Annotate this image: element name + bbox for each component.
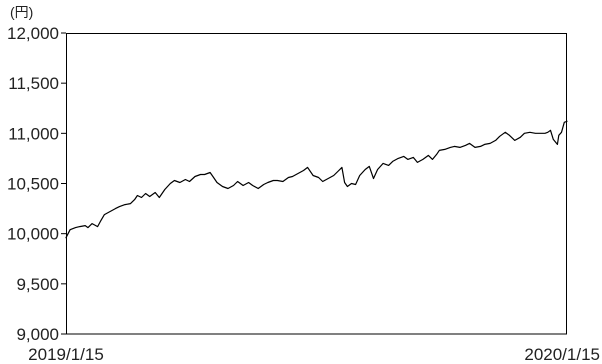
x-tick-label: 2019/1/15 [28,345,104,364]
y-tick-label: 10,000 [7,225,59,244]
y-axis-unit-label: (円) [10,4,33,20]
series-group [65,120,568,239]
series-line [65,120,568,239]
y-axis: 12,000 11,500 11,000 10,500 10,000 9,500 9,000 [7,24,66,344]
y-tick-label: 12,000 [7,24,59,43]
y-tick-label: 10,500 [7,174,59,193]
y-tick-label: 11,500 [8,74,59,93]
y-tick-label: 9,000 [16,325,59,344]
plot-frame [66,33,567,335]
x-tick-label: 2020/1/15 [524,345,600,364]
y-tick-label: 11,000 [8,124,59,143]
x-axis: 2019/1/15 2020/1/15 [28,345,600,364]
y-tick-label: 9,500 [16,275,59,294]
